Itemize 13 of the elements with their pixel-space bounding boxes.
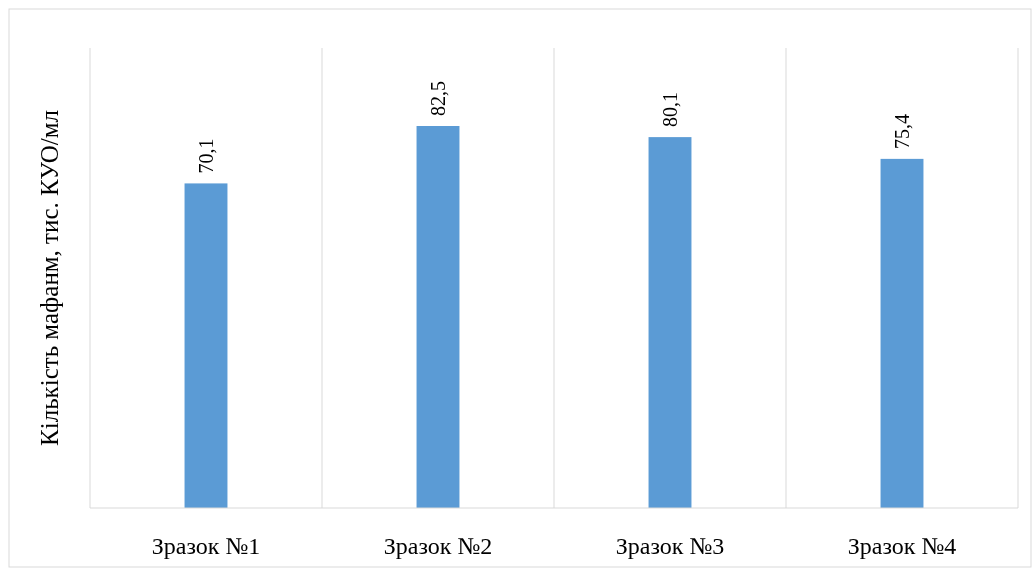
bar [648,137,692,508]
bar [880,158,924,508]
x-tick-label: Зразок №1 [151,533,261,559]
data-label: 70,1 [195,138,217,174]
data-label: 80,1 [659,92,681,128]
bar [416,126,460,508]
data-label: 75,4 [891,113,913,149]
y-axis-title: Кількість мафанм, тис. КУО/мл [36,110,63,446]
bar [184,183,228,508]
x-tick-label: Зразок №2 [383,533,493,559]
data-label: 82,5 [427,81,449,116]
x-tick-label: Зразок №4 [847,533,957,559]
x-tick-label: Зразок №3 [615,533,725,559]
